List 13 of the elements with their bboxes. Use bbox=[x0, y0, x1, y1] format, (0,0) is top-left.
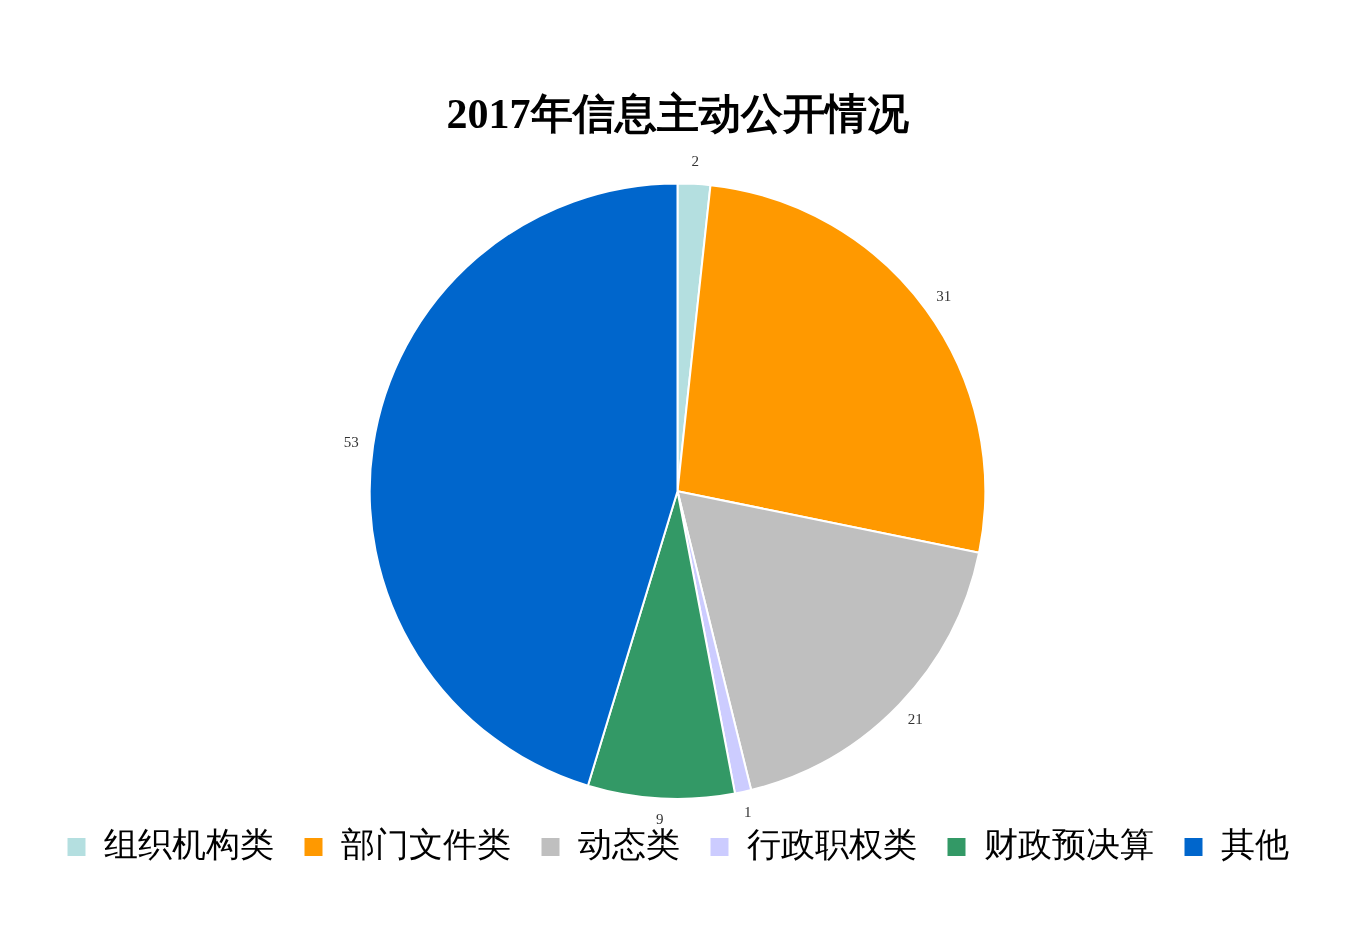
legend-label: 行政职权类 bbox=[746, 825, 917, 863]
data-label: 21 bbox=[907, 710, 923, 727]
legend-label: 动态类 bbox=[577, 825, 680, 863]
data-label: 2 bbox=[691, 152, 699, 169]
data-label: 31 bbox=[936, 287, 952, 304]
data-label: 53 bbox=[343, 433, 359, 450]
chart-title: 2017年信息主动公开情况 bbox=[446, 91, 909, 138]
data-label: 9 bbox=[656, 811, 664, 828]
legend-label: 其他 bbox=[1220, 825, 1289, 863]
data-label: 1 bbox=[744, 804, 752, 821]
legend-label: 财政预决算 bbox=[983, 825, 1154, 863]
legend-label: 部门文件类 bbox=[340, 825, 511, 863]
legend-label: 组织机构类 bbox=[103, 825, 274, 863]
